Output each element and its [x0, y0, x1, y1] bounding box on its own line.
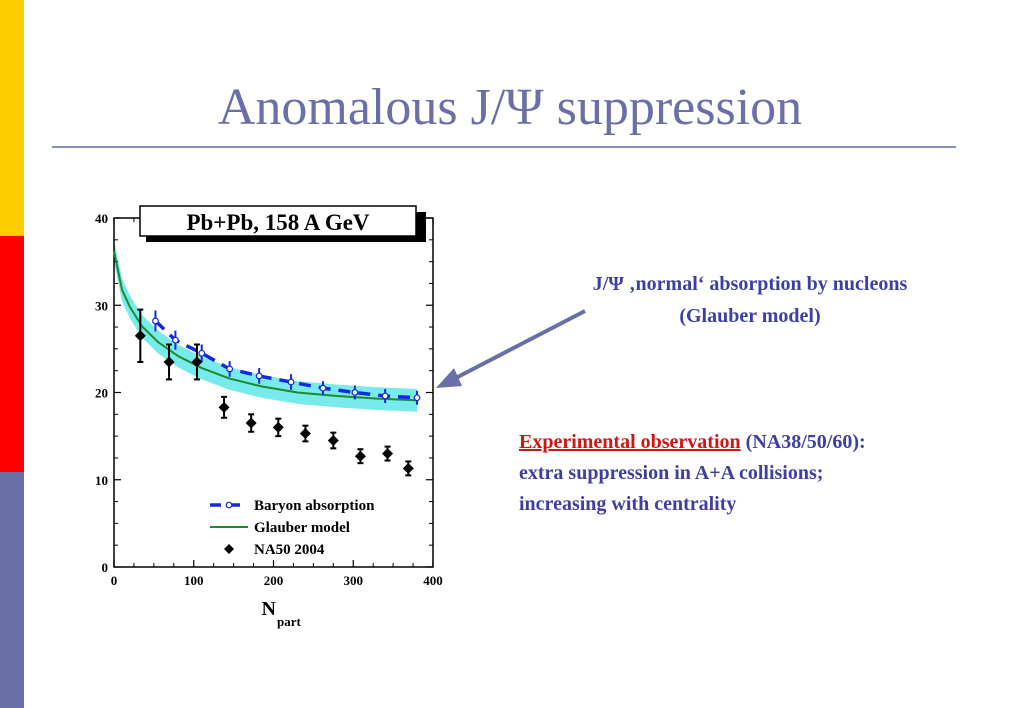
- normal-absorption-note: J/Ψ ‚normal‘ absorption by nucleons (Gla…: [520, 268, 980, 332]
- y-tick-label: 30: [95, 298, 108, 313]
- x-tick-label: 400: [423, 573, 443, 588]
- baryon-absorption-line: [154, 319, 418, 400]
- baryon-absorption-point: [381, 392, 389, 400]
- y-tick-label: 0: [102, 560, 109, 575]
- x-axis-label-subscript: part: [277, 614, 302, 629]
- na50-point: [327, 434, 339, 446]
- baryon-absorption-point: [152, 317, 159, 325]
- normal-absorption-line1: J/Ψ ‚normal‘ absorption by nucleons: [592, 273, 908, 295]
- experimental-observation-heading: Experimental observation (NA38/50/60):: [519, 427, 999, 458]
- experimental-line2: extra suppression in A+A collisions;: [519, 462, 824, 484]
- na50-point: [163, 356, 175, 368]
- experimental-observation-note: Experimental observation (NA38/50/60): e…: [519, 427, 999, 520]
- baryon-absorption-point: [287, 378, 295, 386]
- chart-title: Pb+Pb, 158 A GeV: [186, 210, 369, 235]
- baryon-absorption-point: [351, 389, 359, 396]
- experimental-reference: (NA38/50/60):: [740, 431, 866, 453]
- y-tick-label: 40: [95, 211, 108, 226]
- na50-point: [218, 401, 230, 413]
- x-tick-label: 100: [184, 573, 204, 588]
- annotation-arrow-head: [436, 368, 462, 388]
- chart-title-box: [139, 205, 417, 237]
- na50-point: [382, 448, 394, 460]
- legend-entry: NA50 2004: [254, 542, 325, 558]
- legend-na50-symbol: [224, 544, 234, 554]
- annotation-arrow-shaft: [449, 309, 586, 383]
- na50-point: [272, 421, 284, 433]
- experimental-line3: increasing with centrality: [519, 493, 737, 515]
- glauber-model-line: [113, 250, 418, 402]
- experimental-observation-label: Experimental observation: [519, 431, 741, 453]
- title-rule: [52, 146, 956, 148]
- legend-baryon-marker: [225, 501, 233, 509]
- slide-title: Anomalous J/Ψ suppression: [217, 79, 803, 136]
- decor-stripe-purple: [0, 472, 24, 708]
- baryon-absorption-point: [198, 349, 206, 357]
- na50-point: [299, 428, 311, 440]
- baryon-absorption-point: [172, 336, 179, 344]
- x-tick-label: 0: [111, 573, 118, 588]
- na50-point: [245, 417, 257, 429]
- baryon-absorption-point: [319, 384, 327, 392]
- normal-absorption-line2: (Glauber model): [679, 305, 821, 327]
- y-tick-label: 10: [95, 473, 108, 488]
- na50-point: [354, 450, 366, 462]
- baryon-absorption-point: [255, 372, 263, 380]
- x-axis-label: N: [262, 598, 277, 620]
- decor-stripe-red: [0, 236, 24, 472]
- y-tick-label: 20: [95, 386, 108, 401]
- na50-point: [134, 330, 146, 342]
- legend-entry: Baryon absorption: [254, 498, 375, 514]
- baryon-absorption-point: [413, 394, 421, 402]
- legend-entry: Glauber model: [254, 520, 350, 536]
- na50-point: [191, 356, 203, 368]
- x-tick-label: 300: [344, 573, 364, 588]
- glauber-band: [114, 239, 418, 412]
- baryon-absorption-point: [226, 365, 234, 373]
- na50-point: [402, 462, 414, 474]
- x-tick-label: 200: [264, 573, 284, 588]
- decor-stripe-yellow: [0, 0, 24, 236]
